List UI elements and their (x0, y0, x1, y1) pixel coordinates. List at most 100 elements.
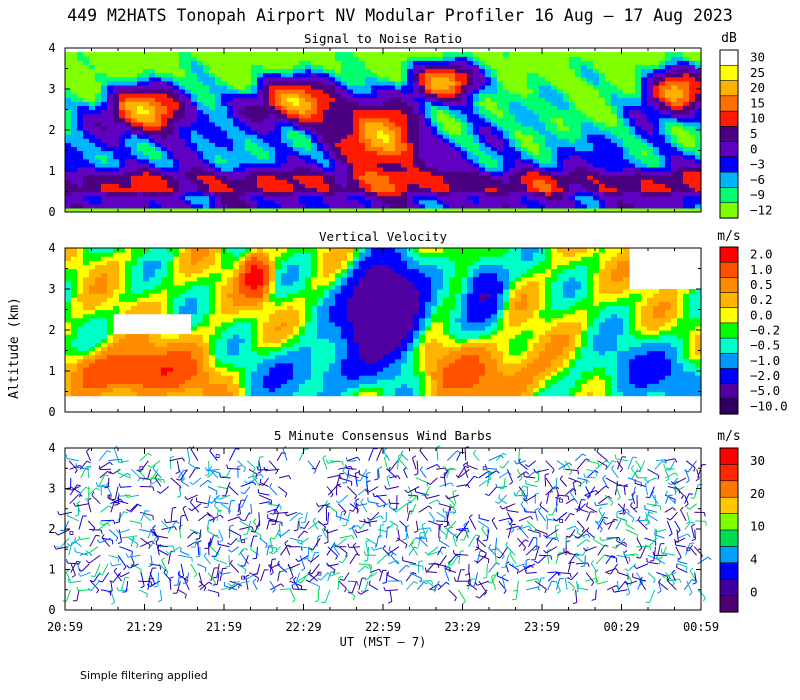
heatmap-cell (635, 125, 642, 131)
heatmap-cell (155, 117, 162, 123)
heatmap-cell (617, 68, 624, 74)
heatmap-cell (407, 89, 414, 94)
heatmap-cell (149, 76, 156, 82)
heatmap-cell (71, 84, 78, 90)
heatmap-cell (371, 146, 378, 152)
heatmap-cell (503, 113, 510, 119)
heatmap-cell (83, 113, 90, 119)
heatmap-cell (167, 260, 174, 265)
heatmap-cell (149, 354, 156, 360)
heatmap-cell (173, 117, 180, 123)
heatmap-cell (209, 346, 216, 352)
heatmap-cell (83, 93, 90, 98)
heatmap-cell (341, 187, 348, 193)
heatmap-cell (329, 97, 336, 102)
heatmap-cell (203, 84, 210, 90)
heatmap-cell (221, 154, 228, 160)
heatmap-cell (275, 134, 282, 139)
heatmap-cell (509, 171, 516, 176)
heatmap-cell (137, 109, 144, 115)
heatmap-cell (629, 121, 636, 127)
heatmap-cell (611, 138, 618, 143)
heatmap-cell (635, 138, 642, 143)
heatmap-cell (659, 171, 666, 176)
heatmap-cell (323, 56, 330, 61)
heatmap-cell (71, 252, 78, 257)
heatmap-cell (509, 179, 516, 184)
heatmap-cell (95, 383, 102, 388)
heatmap-cell (89, 146, 96, 152)
heatmap-cell (209, 342, 216, 347)
heatmap-cell (695, 89, 702, 94)
heatmap-cell (239, 60, 246, 65)
heatmap-cell (239, 171, 246, 176)
heatmap-cell (257, 101, 264, 106)
heatmap-cell (95, 350, 102, 356)
heatmap-cell (569, 171, 576, 176)
heatmap-cell (77, 76, 84, 82)
heatmap-cell (515, 195, 522, 201)
heatmap-cell (137, 362, 144, 368)
heatmap-cell (257, 76, 264, 82)
heatmap-cell (191, 150, 198, 156)
heatmap-cell (269, 187, 276, 193)
heatmap-cell (119, 264, 126, 270)
heatmap-cell (443, 187, 450, 193)
heatmap-cell (83, 187, 90, 193)
heatmap-cell (107, 150, 114, 156)
heatmap-cell (347, 113, 354, 119)
heatmap-cell (365, 89, 372, 94)
heatmap-cell (137, 56, 144, 61)
heatmap-cell (581, 121, 588, 127)
heatmap-cell (305, 56, 312, 61)
heatmap-cell (467, 183, 474, 188)
heatmap-cell (257, 52, 264, 57)
heatmap-cell (131, 162, 138, 168)
heatmap-cell (485, 191, 492, 197)
heatmap-cell (497, 187, 504, 193)
heatmap-cell (293, 56, 300, 61)
heatmap-cell (149, 109, 156, 115)
heatmap-cell (197, 207, 204, 213)
heatmap-cell (209, 362, 216, 368)
heatmap-cell (245, 142, 252, 147)
heatmap-cell (461, 203, 468, 209)
heatmap-cell (215, 84, 222, 90)
heatmap-cell (275, 199, 282, 205)
heatmap-cell (569, 105, 576, 111)
heatmap-cell (113, 64, 120, 70)
heatmap-cell (575, 146, 582, 152)
heatmap-cell (239, 195, 246, 201)
heatmap-cell (191, 325, 198, 331)
heatmap-cell (83, 305, 90, 311)
heatmap-cell (695, 154, 702, 160)
heatmap-cell (695, 64, 702, 70)
heatmap-cell (167, 105, 174, 111)
heatmap-cell (671, 64, 678, 70)
heatmap-cell (263, 187, 270, 193)
heatmap-cell (107, 158, 114, 164)
heatmap-cell (317, 56, 324, 61)
heatmap-cell (503, 162, 510, 168)
heatmap-cell (215, 72, 222, 78)
heatmap-cell (449, 187, 456, 193)
heatmap-cell (149, 264, 156, 270)
heatmap-cell (503, 121, 510, 127)
heatmap-cell (191, 309, 198, 315)
heatmap-cell (329, 142, 336, 147)
heatmap-cell (227, 109, 234, 115)
heatmap-cell (389, 150, 396, 156)
heatmap-cell (137, 175, 144, 180)
heatmap-cell (617, 195, 624, 201)
heatmap-cell (479, 162, 486, 168)
heatmap-cell (491, 89, 498, 94)
heatmap-cell (191, 362, 198, 368)
heatmap-cell (569, 109, 576, 115)
heatmap-cell (365, 199, 372, 205)
heatmap-cell (191, 280, 198, 286)
heatmap-cell (521, 130, 528, 135)
heatmap-cell (293, 138, 300, 143)
heatmap-cell (95, 117, 102, 123)
heatmap-cell (323, 179, 330, 184)
heatmap-cell (149, 56, 156, 61)
